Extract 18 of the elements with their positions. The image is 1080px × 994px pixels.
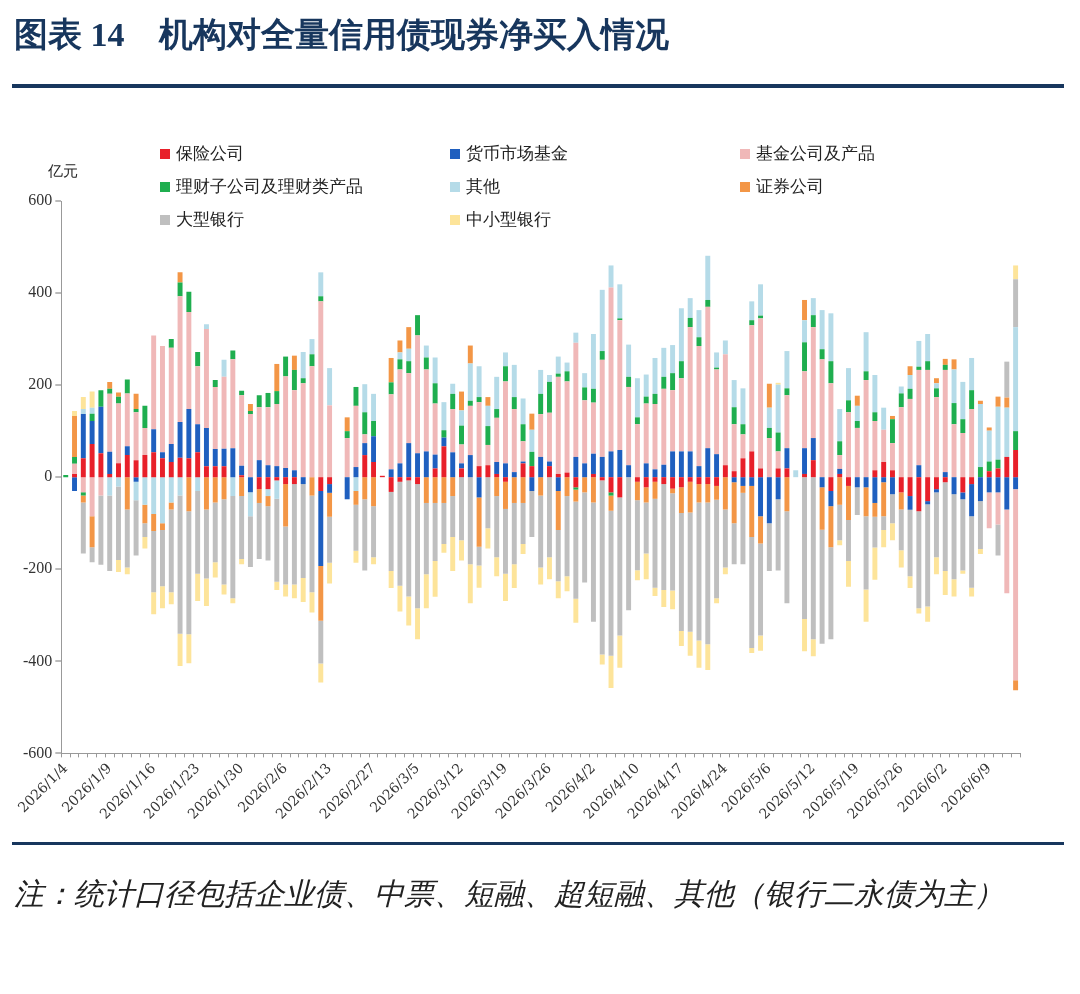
- legend-label: 中小型银行: [466, 208, 551, 231]
- legend-label: 理财子公司及理财类产品: [176, 175, 363, 198]
- y-tick-label: -400: [23, 651, 53, 669]
- y-tick-label: 200: [28, 375, 53, 393]
- chart-title: 图表 14 机构对全量信用债现券净买入情况: [14, 15, 669, 55]
- legend-label: 保险公司: [176, 142, 244, 165]
- y-tick-label: 600: [28, 191, 53, 209]
- y-axis-title: 亿元: [48, 162, 78, 181]
- legend-label: 大型银行: [176, 208, 244, 231]
- legend-label: 证券公司: [756, 175, 824, 198]
- legend-label: 其他: [466, 175, 500, 198]
- y-tick-label: 0: [44, 467, 53, 485]
- legend-label: 货币市场基金: [466, 142, 568, 165]
- y-tick-label: -200: [23, 559, 53, 577]
- legend-label: 基金公司及产品: [756, 142, 875, 165]
- text: 注：统计口径包括企业债、中票、短融、超短融、其他（银行二永债为主）: [14, 876, 1005, 912]
- y-tick-label: 400: [28, 283, 53, 301]
- y-tick-label: -600: [23, 743, 53, 761]
